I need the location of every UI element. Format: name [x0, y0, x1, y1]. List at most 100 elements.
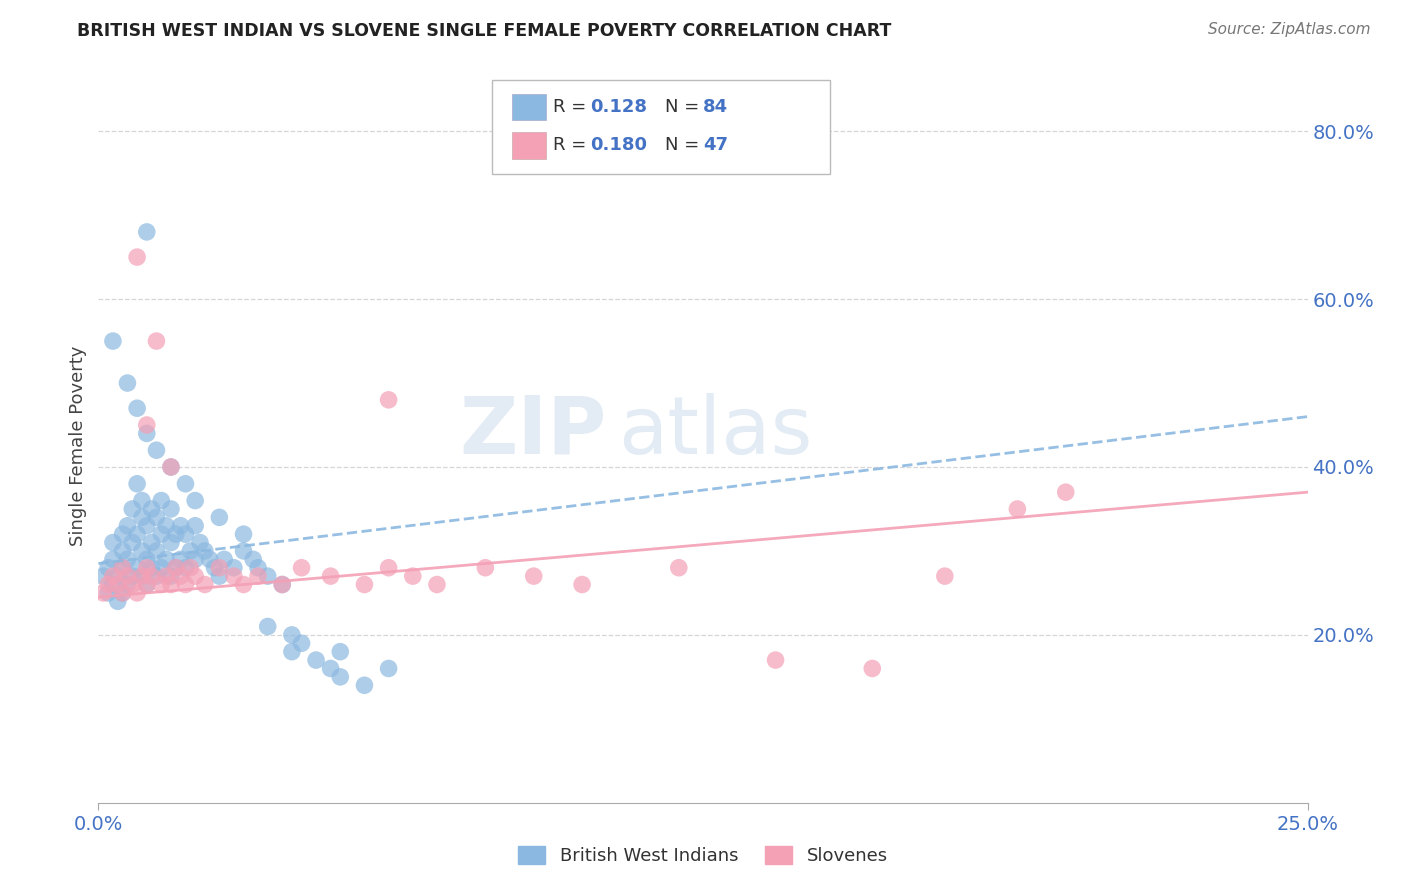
Point: [97, 577, 120, 591]
Point: [107, 577, 129, 591]
Point: [121, 502, 143, 516]
Point: [107, 594, 129, 608]
Point: [271, 577, 294, 591]
Point: [242, 552, 264, 566]
Point: [194, 544, 217, 558]
Point: [319, 569, 342, 583]
Point: [523, 569, 546, 583]
Point: [198, 552, 221, 566]
Point: [271, 577, 294, 591]
Text: Source: ZipAtlas.com: Source: ZipAtlas.com: [1208, 22, 1371, 37]
Point: [329, 670, 352, 684]
Point: [117, 376, 139, 390]
Point: [127, 476, 149, 491]
Point: [150, 493, 173, 508]
Point: [131, 569, 153, 583]
Point: [174, 577, 197, 591]
Point: [131, 493, 153, 508]
Point: [174, 527, 197, 541]
Point: [377, 661, 399, 675]
Point: [127, 250, 149, 264]
Text: BRITISH WEST INDIAN VS SLOVENE SINGLE FEMALE POVERTY CORRELATION CHART: BRITISH WEST INDIAN VS SLOVENE SINGLE FE…: [77, 22, 891, 40]
Legend: British West Indians, Slovenes: British West Indians, Slovenes: [510, 838, 896, 872]
Point: [141, 560, 163, 574]
Point: [101, 569, 124, 583]
Point: [135, 560, 157, 574]
Point: [111, 527, 134, 541]
Point: [305, 653, 328, 667]
Point: [150, 527, 173, 541]
Point: [204, 560, 226, 574]
Point: [117, 552, 139, 566]
Text: N =: N =: [665, 98, 704, 116]
Point: [281, 628, 304, 642]
Point: [135, 577, 157, 591]
Point: [169, 569, 191, 583]
Point: [1054, 485, 1077, 500]
Point: [184, 493, 207, 508]
Y-axis label: Single Female Poverty: Single Female Poverty: [69, 346, 87, 546]
Point: [169, 552, 191, 566]
Point: [934, 569, 956, 583]
Point: [155, 552, 177, 566]
Point: [145, 569, 167, 583]
Point: [765, 653, 787, 667]
Point: [222, 560, 245, 574]
Point: [111, 544, 134, 558]
Point: [860, 661, 883, 675]
Point: [111, 560, 134, 574]
Point: [184, 518, 207, 533]
Point: [135, 417, 157, 432]
Point: [169, 518, 191, 533]
Point: [329, 645, 352, 659]
Point: [179, 544, 201, 558]
Point: [121, 535, 143, 549]
Point: [208, 560, 231, 574]
Point: [131, 544, 153, 558]
Point: [319, 661, 342, 675]
Point: [571, 577, 593, 591]
Point: [101, 577, 124, 591]
Point: [145, 334, 167, 348]
Text: 0.180: 0.180: [591, 136, 648, 154]
Point: [135, 426, 157, 441]
Point: [165, 527, 187, 541]
Point: [145, 544, 167, 558]
Point: [232, 527, 254, 541]
Point: [107, 569, 129, 583]
Point: [290, 636, 312, 650]
Point: [150, 560, 173, 574]
Point: [256, 569, 278, 583]
Point: [127, 586, 149, 600]
Point: [281, 645, 304, 659]
Point: [165, 560, 187, 574]
Point: [160, 460, 183, 475]
Point: [101, 535, 124, 549]
Point: [121, 569, 143, 583]
Point: [160, 502, 183, 516]
Point: [232, 577, 254, 591]
Text: R =: R =: [553, 136, 592, 154]
Point: [127, 527, 149, 541]
Point: [160, 569, 183, 583]
Point: [145, 510, 167, 524]
Point: [377, 392, 399, 407]
Text: atlas: atlas: [619, 392, 813, 471]
Point: [117, 518, 139, 533]
Point: [174, 476, 197, 491]
Point: [353, 577, 375, 591]
Point: [141, 569, 163, 583]
Point: [165, 560, 187, 574]
Text: 47: 47: [703, 136, 728, 154]
Point: [121, 577, 143, 591]
Point: [131, 510, 153, 524]
Point: [111, 586, 134, 600]
Point: [135, 225, 157, 239]
Point: [179, 560, 201, 574]
Point: [188, 535, 211, 549]
Text: N =: N =: [665, 136, 704, 154]
Point: [160, 577, 183, 591]
Point: [232, 544, 254, 558]
Point: [135, 518, 157, 533]
Point: [141, 535, 163, 549]
